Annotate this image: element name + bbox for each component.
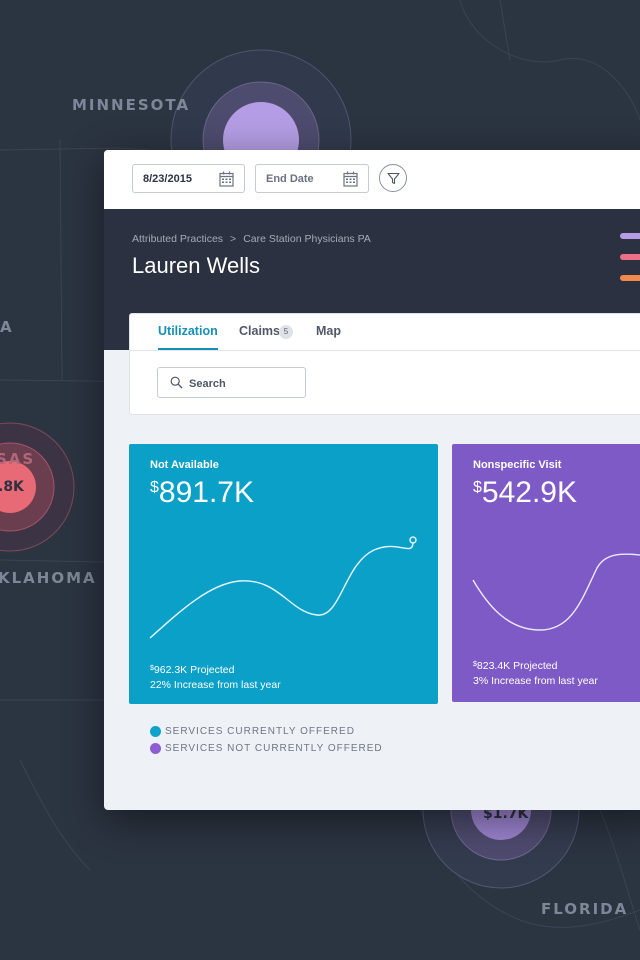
breadcrumb-item-practice[interactable]: Care Station Physicians PA — [243, 233, 371, 245]
breadcrumb-separator: > — [230, 233, 237, 245]
header-legend-bar-pink — [620, 254, 640, 260]
card-value: $542.9K — [473, 476, 577, 510]
map-label-oklahoma-partial: KLAHOMA — [0, 569, 97, 587]
end-date-field[interactable]: End Date — [255, 164, 369, 193]
date-toolbar: 8/23/2015 End Date — [104, 150, 640, 209]
tab-map[interactable]: Map — [316, 324, 341, 338]
metric-card-nonspecific-visit[interactable]: Nonspecific Visit $542.9K $823.4K Projec… — [452, 444, 640, 702]
map-circle-value-red: .8K — [0, 479, 24, 495]
active-tab-indicator — [158, 348, 218, 350]
tab-card: Utilization Claims 5 Map Search — [129, 313, 640, 415]
card-projected-currency: $ — [473, 661, 477, 668]
calendar-icon[interactable] — [219, 171, 234, 192]
card-projected-value: 962.3K Projected — [153, 664, 235, 676]
calendar-icon[interactable] — [343, 171, 358, 192]
map-label-minnesota: MINNESOTA — [72, 96, 191, 114]
legend-label: SERVICES NOT CURRENTLY OFFERED — [165, 743, 383, 754]
card-value-amount: 542.9K — [481, 476, 577, 509]
card-projected: $823.4K Projected — [473, 660, 557, 672]
metric-card-not-available[interactable]: Not Available $891.7K $962.3K Projected … — [129, 444, 438, 704]
legend-label: SERVICES CURRENTLY OFFERED — [165, 726, 355, 737]
header-legend-bar-orange — [620, 275, 640, 281]
claims-count-badge: 5 — [279, 325, 293, 339]
end-date-placeholder: End Date — [266, 173, 314, 185]
legend-dot-teal — [150, 726, 161, 737]
card-change: 22% Increase from last year — [150, 679, 281, 691]
card-projected: $962.3K Projected — [150, 664, 234, 676]
search-input[interactable]: Search — [157, 367, 306, 398]
filter-icon — [387, 172, 400, 185]
card-change: 3% Increase from last year — [473, 675, 598, 687]
tab-strip: Utilization Claims 5 Map — [130, 314, 640, 351]
card-value-amount: 891.7K — [158, 476, 254, 509]
map-label-florida: FLORIDA — [541, 900, 629, 918]
page-title: Lauren Wells — [132, 253, 260, 278]
map-label-partial-a: A — [0, 318, 14, 336]
legend-dot-purple — [150, 743, 161, 754]
card-value-currency: $ — [150, 479, 159, 496]
filter-button[interactable] — [379, 164, 407, 192]
card-value-currency: $ — [473, 479, 482, 496]
map-circle-value-purple: $1.7K — [483, 806, 529, 822]
detail-panel: 8/23/2015 End Date — [104, 150, 640, 810]
search-placeholder: Search — [189, 378, 226, 390]
tab-utilization[interactable]: Utilization — [158, 324, 218, 338]
start-date-field[interactable]: 8/23/2015 — [132, 164, 245, 193]
card-trend-line — [472, 553, 640, 631]
header-legend-bar-purple — [620, 233, 640, 239]
card-title: Not Available — [150, 459, 219, 471]
card-title: Nonspecific Visit — [473, 459, 562, 471]
card-projected-currency: $ — [150, 665, 154, 672]
tab-claims[interactable]: Claims — [239, 324, 280, 338]
breadcrumb-item-attributed-practices[interactable]: Attributed Practices — [132, 233, 224, 245]
card-trend-line — [149, 536, 417, 639]
map-label-kansas-partial: SAS — [0, 450, 36, 468]
start-date-value: 8/23/2015 — [143, 173, 192, 185]
breadcrumb: Attributed Practices > Care Station Physic… — [132, 233, 371, 245]
search-icon — [170, 376, 183, 389]
card-projected-value: 823.4K Projected — [476, 660, 558, 672]
card-value: $891.7K — [150, 476, 254, 510]
